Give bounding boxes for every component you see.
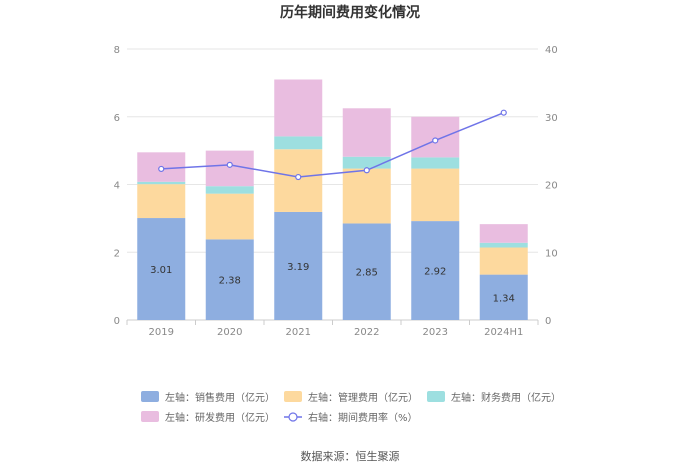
bar-segment bbox=[274, 149, 323, 212]
legend-swatch bbox=[141, 391, 159, 402]
bar-segment bbox=[274, 136, 323, 150]
legend[interactable]: 左轴：销售费用（亿元） 左轴：管理费用（亿元） 左轴：财务费用（亿元） 左轴：研发费用… bbox=[141, 391, 561, 424]
bar-segment bbox=[342, 223, 391, 320]
left-tick-label: 8 bbox=[114, 45, 120, 56]
chart-title: 历年期间费用变化情况 bbox=[280, 4, 420, 21]
bar-segment bbox=[479, 224, 528, 243]
x-axis: 2019 2020 2021 2022 2023 2024H1 bbox=[126, 320, 539, 338]
legend-swatch bbox=[284, 391, 302, 402]
source-text: 数据来源：恒生聚源 bbox=[301, 449, 400, 463]
bar-segment bbox=[137, 218, 186, 320]
bar-segment bbox=[205, 186, 254, 194]
bar-segment bbox=[274, 79, 323, 137]
x-tick-label: 2024H1 bbox=[484, 327, 523, 338]
legend-label: 右轴：期间费用率（%） bbox=[308, 411, 418, 424]
bar-data-label: 1.34 bbox=[493, 293, 515, 304]
bar-data-label: 2.85 bbox=[356, 268, 378, 279]
line-point bbox=[500, 109, 507, 116]
bar-segment bbox=[479, 242, 528, 248]
line-point bbox=[226, 161, 233, 168]
legend-label: 左轴：销售费用（亿元） bbox=[165, 391, 275, 404]
legend-swatch bbox=[141, 411, 159, 422]
left-tick-label: 0 bbox=[114, 316, 120, 327]
line-point bbox=[295, 173, 302, 181]
bar-data-label: 3.19 bbox=[287, 262, 309, 273]
right-tick-label: 0 bbox=[545, 316, 551, 327]
legend-label: 左轴：管理费用（亿元） bbox=[308, 391, 418, 404]
line-point bbox=[363, 167, 370, 174]
x-tick-label: 2022 bbox=[354, 327, 379, 338]
legend-label: 左轴：研发费用（亿元） bbox=[165, 411, 275, 424]
bar-segment bbox=[479, 274, 528, 320]
right-tick-label: 40 bbox=[545, 45, 558, 56]
bar-segment bbox=[342, 108, 391, 157]
bar-segment bbox=[137, 184, 186, 219]
bar-data-label: 3.01 bbox=[150, 265, 172, 276]
bar-segment bbox=[411, 157, 460, 169]
bar-segment bbox=[205, 239, 254, 320]
bar-data-label: 2.92 bbox=[424, 267, 446, 278]
bar-segment bbox=[479, 247, 528, 275]
line-series bbox=[158, 109, 507, 181]
bar-segment bbox=[342, 168, 391, 224]
right-tick-label: 30 bbox=[545, 113, 558, 124]
bar-data-label: 2.38 bbox=[219, 276, 241, 287]
x-tick-label: 2023 bbox=[423, 327, 448, 338]
x-tick-label: 2019 bbox=[149, 327, 174, 338]
right-axis: 0 10 20 30 40 bbox=[545, 45, 558, 327]
line-point bbox=[432, 137, 439, 144]
line-path bbox=[161, 111, 505, 178]
bar-segment bbox=[342, 156, 391, 169]
bar-segment bbox=[205, 193, 254, 240]
right-tick-label: 10 bbox=[545, 248, 558, 259]
bar-segment bbox=[411, 168, 460, 222]
left-tick-label: 6 bbox=[114, 113, 120, 124]
bar-segment bbox=[137, 181, 186, 185]
legend-swatch bbox=[427, 391, 445, 402]
bar-segment bbox=[411, 221, 460, 320]
legend-marker bbox=[288, 412, 298, 422]
left-tick-label: 2 bbox=[114, 248, 120, 259]
left-axis: 0 2 4 6 8 bbox=[114, 45, 120, 327]
grid bbox=[127, 48, 538, 321]
bar-segment bbox=[411, 116, 460, 158]
x-tick-label: 2021 bbox=[286, 327, 311, 338]
legend-label: 左轴：财务费用（亿元） bbox=[451, 391, 561, 404]
right-tick-label: 20 bbox=[545, 181, 558, 192]
bar-series: 3.01 2.38 3.19 2.85 2.92 1.34 bbox=[137, 79, 528, 320]
x-tick-label: 2020 bbox=[217, 327, 242, 338]
left-tick-label: 4 bbox=[114, 181, 120, 192]
line-point bbox=[158, 165, 165, 173]
bar-segment bbox=[274, 211, 323, 320]
